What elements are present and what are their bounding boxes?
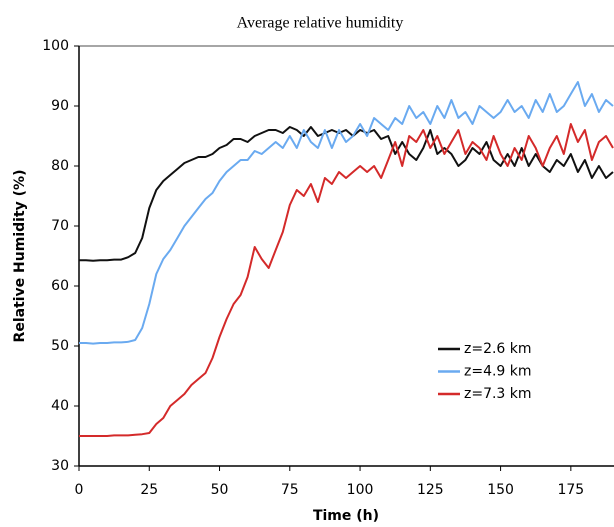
legend-label: z=2.6 km [464, 341, 532, 357]
x-tick-label: 150 [487, 482, 514, 498]
data-line [79, 123, 614, 437]
data-line [79, 81, 614, 345]
y-tick-label: 100 [42, 38, 69, 54]
y-axis-label: Relative Humidity (%) [12, 170, 28, 343]
x-tick-label: 50 [211, 482, 229, 498]
y-tick-label: 50 [51, 338, 69, 354]
x-tick-label: 75 [281, 482, 299, 498]
data-line [79, 126, 614, 262]
y-tick-label: 80 [51, 158, 69, 174]
x-tick-label: 175 [557, 482, 584, 498]
y-tick-label: 60 [51, 278, 69, 294]
legend-label: z=4.9 km [464, 364, 532, 380]
x-tick-label: 100 [347, 482, 374, 498]
x-tick-label: 25 [140, 482, 158, 498]
y-tick-label: 70 [51, 218, 69, 234]
y-tick-label: 40 [51, 398, 69, 414]
y-tick-label: 30 [51, 458, 69, 474]
x-tick-label: 125 [417, 482, 444, 498]
y-tick-label: 90 [51, 98, 69, 114]
x-tick-label: 0 [75, 482, 84, 498]
chart-title: Average relative humidity [237, 15, 404, 32]
x-axis-label: Time (h) [313, 508, 379, 524]
legend-label: z=7.3 km [464, 386, 532, 402]
